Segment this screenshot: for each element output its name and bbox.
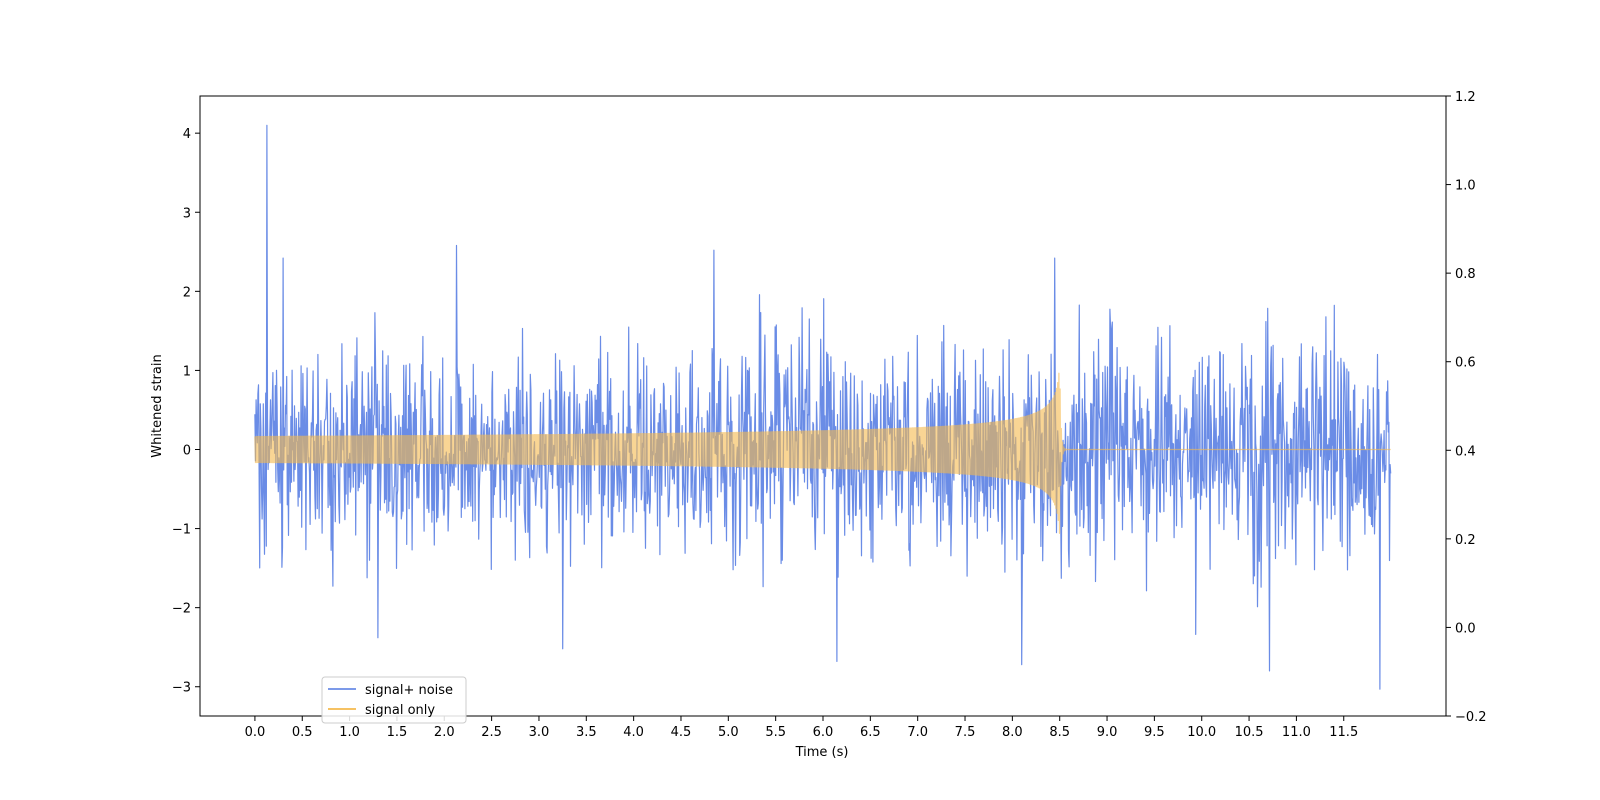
y-tick-label-right: 1.2 [1455, 90, 1476, 105]
x-tick-label: 8.0 [1002, 725, 1023, 740]
y-tick-label-left: 1 [183, 364, 191, 379]
y-tick-label-left: −1 [172, 523, 191, 538]
y-tick-label-left: 0 [183, 443, 191, 458]
x-tick-label: 9.0 [1097, 725, 1118, 740]
x-tick-label: 10.5 [1235, 725, 1264, 740]
legend-label-signal-noise: signal+ noise [365, 683, 453, 698]
x-tick-label: 0.0 [245, 725, 266, 740]
y-tick-label-right: −0.2 [1455, 710, 1487, 725]
x-tick-label: 10.0 [1187, 725, 1216, 740]
y-tick-label-right: 0.2 [1455, 533, 1476, 548]
y-axis-left: −3 −2 −1 0 1 2 3 4 [172, 127, 200, 696]
x-tick-label: 7.0 [907, 725, 928, 740]
x-tick-label: 5.0 [718, 725, 739, 740]
x-tick-label: 3.0 [529, 725, 550, 740]
y-tick-label-right: 1.0 [1455, 179, 1476, 194]
legend-label-signal-only: signal only [365, 703, 435, 718]
y-axis-label: Whitened strain [150, 354, 165, 457]
x-tick-label: 1.5 [387, 725, 408, 740]
x-axis-label: Time (s) [795, 745, 849, 760]
x-tick-label: 8.5 [1049, 725, 1070, 740]
x-tick-label: 9.5 [1144, 725, 1165, 740]
x-tick-label: 1.0 [339, 725, 360, 740]
y-tick-label-left: −3 [172, 681, 191, 696]
y-axis-right: −0.2 0.0 0.2 0.4 0.6 0.8 1.0 1.2 [1446, 90, 1487, 725]
series-line-signal-only [254, 372, 1391, 534]
x-tick-label: 11.0 [1282, 725, 1311, 740]
x-tick-label: 5.5 [765, 725, 786, 740]
x-tick-label: 3.5 [576, 725, 597, 740]
x-tick-label: 6.0 [813, 725, 834, 740]
series-line-signal-noise [254, 124, 1392, 690]
x-tick-label: 4.0 [623, 725, 644, 740]
y-tick-label-left: 3 [183, 206, 191, 221]
legend-box [321, 676, 467, 724]
legend: signal+ noise signal only [321, 676, 467, 724]
x-axis: 0.0 0.5 1.0 1.5 2.0 2.5 3.0 3.5 4.0 4.5 5.0 5.5 6.0 6… [245, 716, 1358, 740]
y-tick-label-left: 2 [183, 285, 191, 300]
y-tick-label-left: 4 [183, 127, 191, 142]
y-tick-label-left: −2 [172, 602, 191, 617]
x-tick-label: 2.0 [434, 725, 455, 740]
x-tick-label: 0.5 [292, 725, 313, 740]
y-tick-label-right: 0.4 [1455, 444, 1476, 459]
y-tick-label-right: 0.8 [1455, 267, 1476, 282]
plot-area [254, 124, 1392, 690]
x-tick-label: 7.5 [955, 725, 976, 740]
x-tick-label: 2.5 [481, 725, 502, 740]
x-tick-label: 4.5 [671, 725, 692, 740]
y-tick-label-right: 0.0 [1455, 621, 1476, 636]
x-tick-label: 11.5 [1329, 725, 1358, 740]
y-tick-label-right: 0.6 [1455, 356, 1476, 371]
x-tick-label: 6.5 [860, 725, 881, 740]
